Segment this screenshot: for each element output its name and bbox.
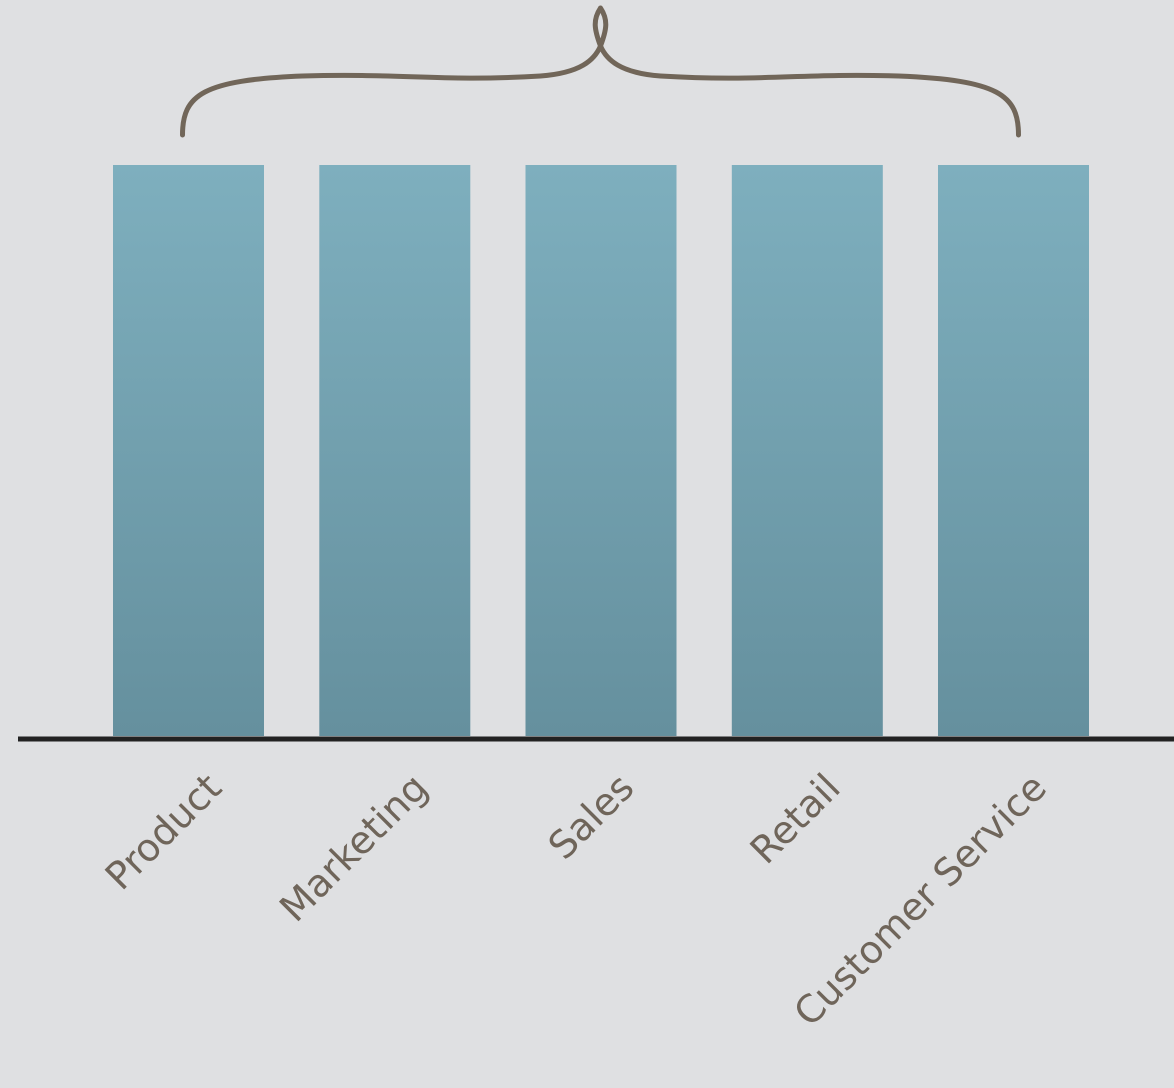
bar-retail [731, 165, 883, 736]
bar-customer-service [938, 165, 1089, 736]
bar-sales [525, 165, 677, 736]
bars-group [113, 165, 1089, 736]
bar-marketing [319, 165, 471, 736]
brace-annotation [180, 5, 1021, 138]
bar-product [113, 165, 264, 736]
